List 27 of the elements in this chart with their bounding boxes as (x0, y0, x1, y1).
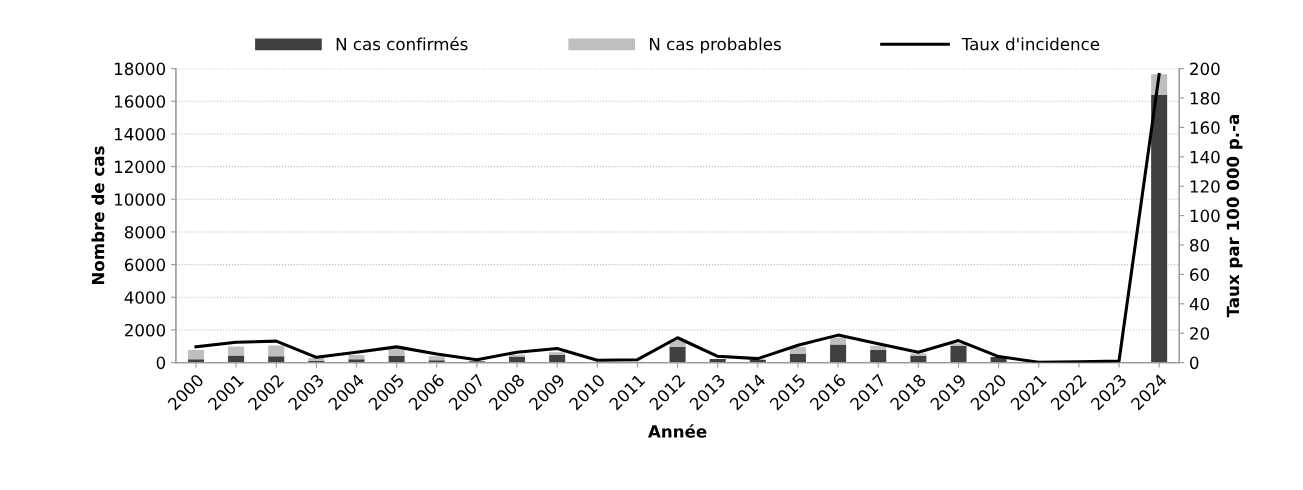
y2-tick-label: 80 (1190, 238, 1210, 252)
y-tick-label: 10000 (114, 193, 166, 206)
y2-tick-label: 40 (1189, 297, 1210, 311)
y-tick-label: 6000 (124, 258, 166, 272)
y-tick-label: 8000 (124, 225, 166, 239)
y-tick-label: 4000 (124, 291, 166, 304)
y2-tick-label: 100 (1190, 209, 1220, 223)
y-tick-label: 0 (156, 356, 166, 370)
legend-label: N cas confirmés (336, 36, 468, 51)
y2-tick-label: 0 (1190, 356, 1199, 370)
legend-label: N cas probables (650, 37, 781, 54)
y2-tick-label: 160 (1190, 121, 1220, 134)
y2-tick-label: 120 (1190, 180, 1220, 193)
y-axis-title: Nombre de cas (91, 146, 105, 285)
x-axis-title: Année (648, 424, 707, 438)
y2-tick-label: 20 (1190, 327, 1210, 340)
y-tick-label: 12000 (114, 160, 166, 174)
y-tick-label: 16000 (114, 95, 166, 108)
y2-tick-label: 200 (1190, 62, 1220, 76)
legend-label: Taux d'incidence (961, 37, 1100, 51)
y2-tick-label: 180 (1190, 91, 1220, 105)
y-tick-label: 2000 (124, 323, 166, 337)
y-tick-label: 14000 (114, 127, 166, 141)
y2-tick-label: 140 (1190, 150, 1220, 164)
y-tick-label: 18000 (114, 62, 166, 76)
y2-tick-label: 60 (1190, 268, 1210, 281)
y2-axis-title: Taux par 100 000 p.-a (1226, 115, 1243, 318)
